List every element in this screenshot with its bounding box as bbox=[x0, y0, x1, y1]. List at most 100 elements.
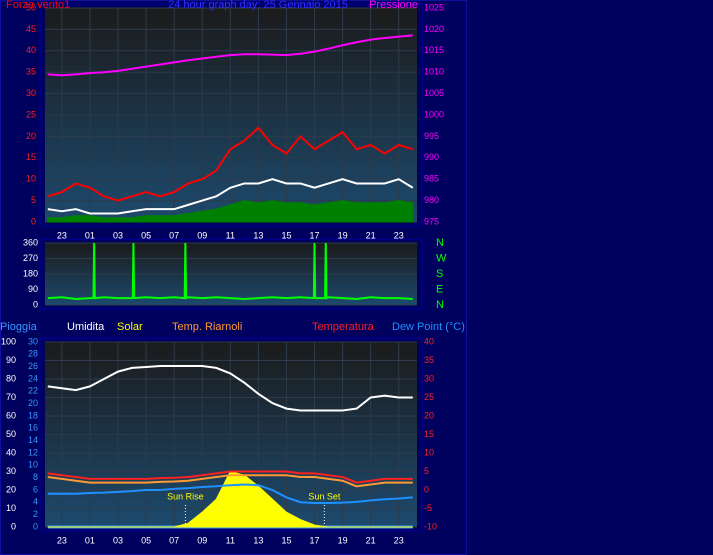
series-line bbox=[47, 474, 413, 488]
y-tick-label: S bbox=[436, 268, 443, 280]
plot-frame bbox=[39, 3, 423, 227]
x-tick-label: 03 bbox=[113, 230, 123, 240]
series-area bbox=[47, 470, 413, 528]
y-tick-label: 995 bbox=[424, 131, 439, 141]
y-tick-label: 180 bbox=[23, 268, 38, 278]
y-tick-label: 70 bbox=[6, 392, 16, 402]
y-tick-label: 26 bbox=[28, 361, 38, 371]
x-tick-label: 05 bbox=[141, 535, 151, 545]
y-tick-label: 1000 bbox=[424, 109, 444, 119]
x-tick-label: 19 bbox=[338, 230, 348, 240]
x-tick-label: 05 bbox=[141, 230, 151, 240]
y-tick-label: 2 bbox=[33, 509, 38, 519]
y-tick-label: 10 bbox=[6, 503, 16, 513]
legend-entry: Pressione bbox=[369, 0, 418, 11]
plot-frame bbox=[39, 238, 423, 310]
y-tick-label: 1020 bbox=[424, 24, 444, 34]
y-tick-label: 30 bbox=[26, 88, 36, 98]
y-tick-label: 30 bbox=[424, 373, 434, 383]
y-tick-label: 1015 bbox=[424, 45, 444, 55]
x-tick-label: 07 bbox=[169, 230, 179, 240]
y-tick-label: 5 bbox=[424, 466, 429, 476]
y-tick-label: 0 bbox=[33, 521, 38, 531]
y-tick-label: 15 bbox=[26, 152, 36, 162]
y-tick-label: 270 bbox=[23, 253, 38, 263]
y-tick-label: 50 bbox=[6, 429, 16, 439]
y-tick-label: 45 bbox=[26, 24, 36, 34]
y-tick-label: 5 bbox=[31, 195, 36, 205]
legend-entry: Umidita bbox=[67, 321, 105, 333]
y-tick-label: 975 bbox=[424, 216, 439, 226]
y-tick-label: 980 bbox=[424, 195, 439, 205]
series-line bbox=[47, 483, 413, 504]
y-tick-label: 28 bbox=[28, 349, 38, 359]
y-tick-label: 0 bbox=[11, 521, 16, 531]
y-tick-label: 35 bbox=[26, 67, 36, 77]
y-tick-label: 0 bbox=[33, 299, 38, 309]
y-tick-label: 30 bbox=[6, 466, 16, 476]
y-tick-label: 100 bbox=[1, 336, 16, 346]
x-tick-label: 17 bbox=[310, 535, 320, 545]
x-tick-label: 23 bbox=[57, 535, 67, 545]
y-tick-label: 25 bbox=[424, 392, 434, 402]
y-tick-label: 80 bbox=[6, 373, 16, 383]
series-line bbox=[47, 34, 413, 77]
x-tick-label: 09 bbox=[197, 535, 207, 545]
y-tick-label: 22 bbox=[28, 386, 38, 396]
y-tick-label: 1025 bbox=[424, 2, 444, 12]
y-tick-label: 15 bbox=[424, 429, 434, 439]
legend-entry: Temperatura bbox=[312, 321, 375, 333]
x-tick-label: 19 bbox=[338, 535, 348, 545]
y-tick-label: E bbox=[436, 283, 443, 295]
series-line bbox=[47, 178, 414, 215]
y-tick-label: 20 bbox=[424, 410, 434, 420]
y-tick-label: 90 bbox=[28, 284, 38, 294]
x-tick-label: 13 bbox=[253, 535, 263, 545]
y-tick-label: 16 bbox=[28, 423, 38, 433]
y-tick-label: 4 bbox=[33, 497, 38, 507]
y-tick-label: 50 bbox=[26, 2, 36, 12]
x-tick-label: 01 bbox=[85, 230, 95, 240]
x-tick-label: 07 bbox=[169, 535, 179, 545]
y-tick-label: 20 bbox=[6, 484, 16, 494]
x-tick-label: 13 bbox=[253, 230, 263, 240]
y-tick-label: 6 bbox=[33, 484, 38, 494]
legend-entry: Dew Point (°C) bbox=[392, 321, 465, 333]
y-tick-label: 20 bbox=[28, 398, 38, 408]
x-tick-label: 21 bbox=[366, 230, 376, 240]
x-tick-label: 15 bbox=[281, 230, 291, 240]
y-tick-label: N bbox=[436, 237, 444, 249]
y-tick-label: W bbox=[436, 252, 447, 264]
x-tick-label: 23 bbox=[394, 535, 404, 545]
series-line bbox=[47, 126, 414, 202]
annotation: Sun Set bbox=[308, 491, 341, 501]
chart-title: 24 hour graph day: 25 Gennaio 2015 bbox=[168, 0, 348, 11]
y-tick-label: N bbox=[436, 299, 444, 311]
y-tick-label: 10 bbox=[424, 447, 434, 457]
y-tick-label: -5 bbox=[424, 503, 432, 513]
y-tick-label: 90 bbox=[6, 355, 16, 365]
legend-entry: Temp. Riarnoli bbox=[172, 321, 242, 333]
x-tick-label: 01 bbox=[85, 535, 95, 545]
y-tick-label: 30 bbox=[28, 336, 38, 346]
y-tick-label: 12 bbox=[28, 447, 38, 457]
y-tick-label: 985 bbox=[424, 174, 439, 184]
y-tick-label: 14 bbox=[28, 435, 38, 445]
y-tick-label: 35 bbox=[424, 355, 434, 365]
y-tick-label: 10 bbox=[26, 174, 36, 184]
series-area bbox=[47, 200, 414, 223]
y-tick-label: 0 bbox=[31, 216, 36, 226]
plot-frame bbox=[39, 337, 423, 532]
x-tick-label: 15 bbox=[281, 535, 291, 545]
y-tick-label: 10 bbox=[28, 460, 38, 470]
x-tick-label: 23 bbox=[57, 230, 67, 240]
y-tick-label: 1010 bbox=[424, 67, 444, 77]
y-tick-label: 20 bbox=[26, 131, 36, 141]
y-tick-label: 40 bbox=[424, 336, 434, 346]
y-tick-label: 360 bbox=[23, 237, 38, 247]
series-line bbox=[47, 470, 413, 484]
x-tick-label: 09 bbox=[197, 230, 207, 240]
y-tick-label: 25 bbox=[26, 109, 36, 119]
legend-entry: Solar bbox=[117, 321, 143, 333]
